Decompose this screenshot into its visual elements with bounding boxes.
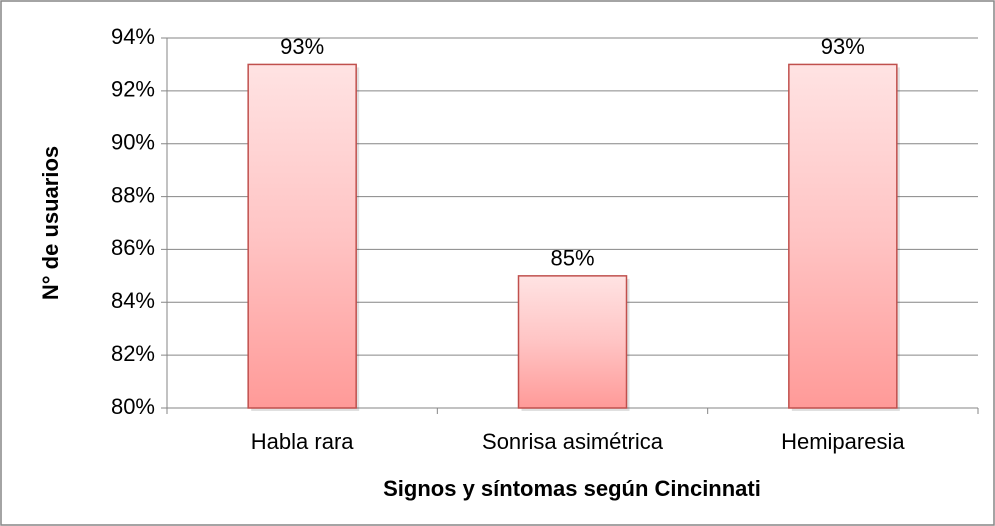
y-tick-label: 80% [111, 394, 155, 419]
bar [517, 275, 628, 409]
y-tick-label: 90% [111, 130, 155, 155]
x-tick-label: Sonrisa asimétrica [482, 429, 664, 454]
bar [247, 63, 357, 409]
data-label: 85% [550, 246, 594, 271]
y-tick-label: 94% [111, 24, 155, 49]
y-tick-label: 92% [111, 77, 155, 102]
data-label: 93% [821, 34, 865, 59]
x-tick-label: Hemiparesia [781, 429, 905, 454]
x-tick-label: Habla rara [251, 429, 354, 454]
y-tick-label: 88% [111, 182, 155, 207]
data-label: 93% [280, 34, 324, 59]
y-axis-title: N° de usuarios [38, 146, 63, 300]
y-tick-label: 86% [111, 235, 155, 260]
y-tick-label: 82% [111, 341, 155, 366]
bar [788, 63, 898, 409]
y-tick-label: 84% [111, 288, 155, 313]
x-axis-title: Signos y síntomas según Cincinnati [383, 476, 761, 501]
